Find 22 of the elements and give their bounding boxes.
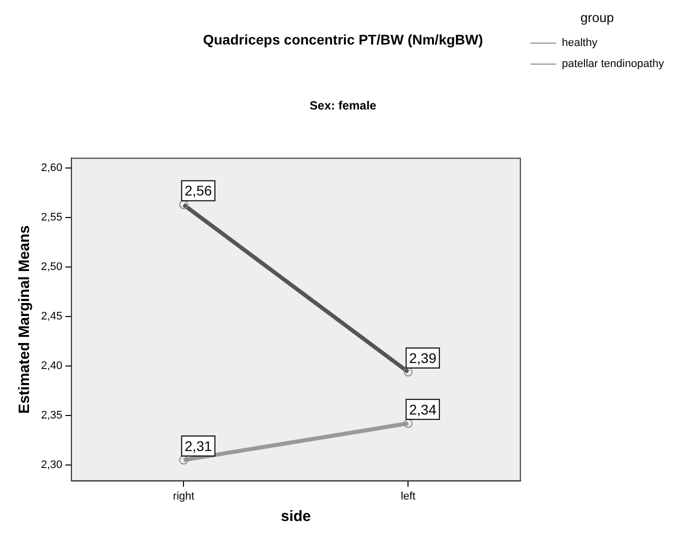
y-tick-label: 2,55 xyxy=(40,212,62,224)
data-label: 2,31 xyxy=(184,438,212,454)
chart-title: Quadriceps concentric PT/BW (Nm/kgBW) xyxy=(202,31,484,48)
point xyxy=(404,418,413,428)
chart-subtitle: Sex: female xyxy=(310,98,377,112)
point xyxy=(179,456,188,465)
y-tick-label: 2,35 xyxy=(40,410,62,422)
y-tick-label: 2,60 xyxy=(40,162,62,174)
legend-title: group xyxy=(580,10,614,26)
y-tick-label: 2,30 xyxy=(40,459,62,471)
data-label: 2,39 xyxy=(409,350,437,366)
legend-label: patellar tendinopathy xyxy=(562,58,664,70)
x-axis-title: side xyxy=(280,508,311,526)
x-tick-label: left xyxy=(400,490,416,502)
y-tick-label: 2,50 xyxy=(40,261,62,274)
y-axis-title: Estimated Marginal Means xyxy=(16,225,34,414)
data-label: 2,56 xyxy=(184,182,212,199)
y-tick-label: 2,40 xyxy=(40,360,62,372)
data-label: 2,34 xyxy=(409,401,437,418)
y-tick-label: 2,45 xyxy=(40,310,62,323)
legend-label: healthy xyxy=(562,37,598,50)
x-tick-label: right xyxy=(172,490,194,502)
